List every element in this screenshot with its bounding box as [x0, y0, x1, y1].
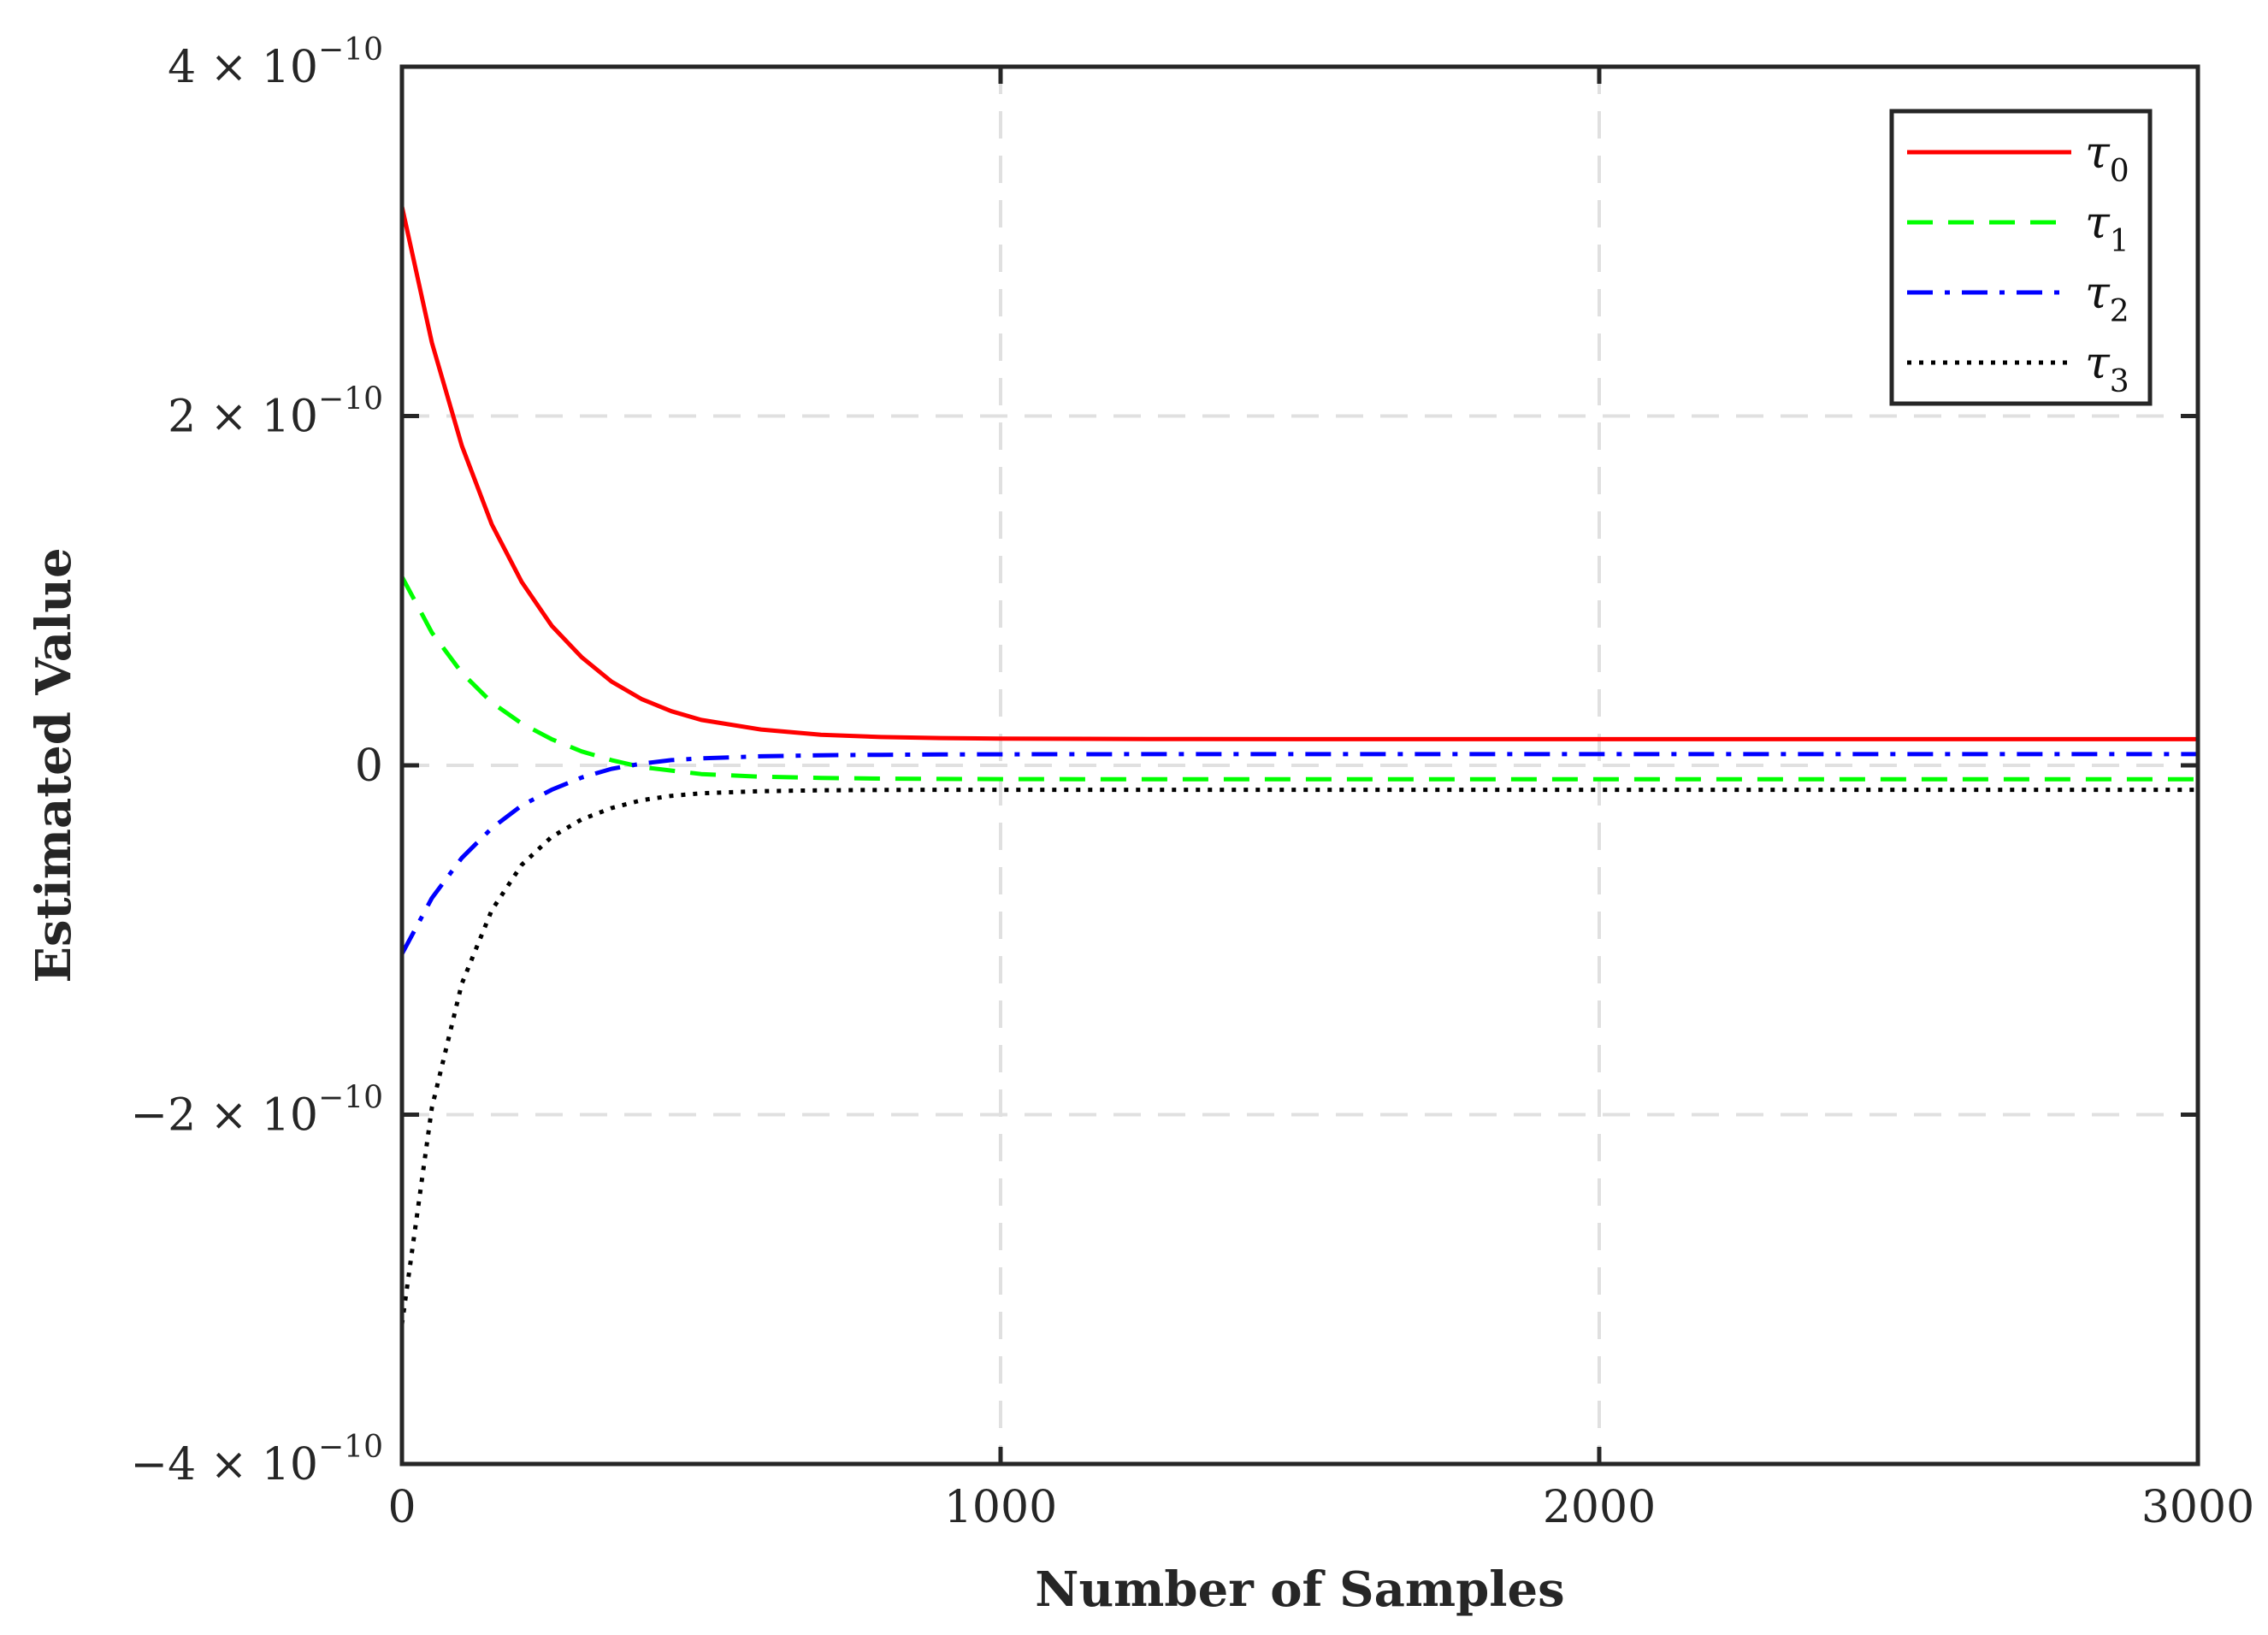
- legend-symbol: τ: [2085, 268, 2111, 319]
- y-tick-label: −4 × 10−10: [131, 1430, 383, 1490]
- legend-box: [1889, 109, 2153, 406]
- x-tick-label: 3000: [2141, 1482, 2254, 1533]
- legend-symbol: τ: [2085, 198, 2111, 249]
- legend-subscript: 0: [2110, 154, 2129, 189]
- legend-symbol: τ: [2085, 338, 2111, 389]
- y-tick-base: 10: [262, 42, 318, 93]
- x-axis-title: Number of Samples: [1035, 1561, 1564, 1618]
- legend-label-τ1: τ1: [2085, 198, 2129, 259]
- legend-symbol: τ: [2085, 127, 2111, 179]
- y-tick-exponent: −10: [318, 1081, 383, 1116]
- series-lines: [399, 205, 2198, 1325]
- legend-subscript: 3: [2110, 364, 2129, 399]
- y-tick-base: 10: [262, 392, 318, 443]
- legend-label-τ3: τ3: [2085, 338, 2129, 399]
- y-tick-mantissa: 2 ×: [168, 392, 262, 443]
- series-line-τ0: [399, 205, 2198, 741]
- y-tick-exponent: −10: [318, 32, 383, 68]
- legend-label-τ2: τ2: [2085, 268, 2129, 329]
- y-tick-exponent: −10: [318, 1430, 383, 1465]
- y-tick-mantissa: 4 ×: [168, 42, 262, 93]
- y-tick-label: 0: [355, 741, 383, 792]
- y-tick-base: 10: [262, 1439, 318, 1490]
- x-tick-label: 1000: [944, 1482, 1057, 1533]
- y-tick-label: 2 × 10−10: [168, 382, 383, 443]
- grid-lines: [402, 67, 2198, 1464]
- x-tick-label: 0: [387, 1482, 416, 1533]
- x-tick-label: 2000: [1543, 1482, 1656, 1533]
- y-tick-label: −2 × 10−10: [131, 1081, 383, 1142]
- legend-subscript: 2: [2110, 294, 2129, 329]
- y-axis-title: Estimated Value: [26, 547, 82, 983]
- y-tick-exponent: −10: [318, 382, 383, 417]
- axis-ticks: [399, 64, 2200, 1467]
- series-line-τ1: [399, 575, 2198, 782]
- legend-label-τ0: τ0: [2085, 127, 2129, 189]
- legend-subscript: 1: [2110, 224, 2129, 259]
- series-line-τ3: [399, 788, 2198, 1325]
- series-line-τ2: [399, 752, 2198, 955]
- y-tick-mantissa: −2 ×: [131, 1090, 262, 1142]
- y-tick-label: 4 × 10−10: [168, 32, 383, 93]
- y-tick-base: 10: [262, 1090, 318, 1142]
- y-tick-mantissa: −4 ×: [131, 1439, 262, 1490]
